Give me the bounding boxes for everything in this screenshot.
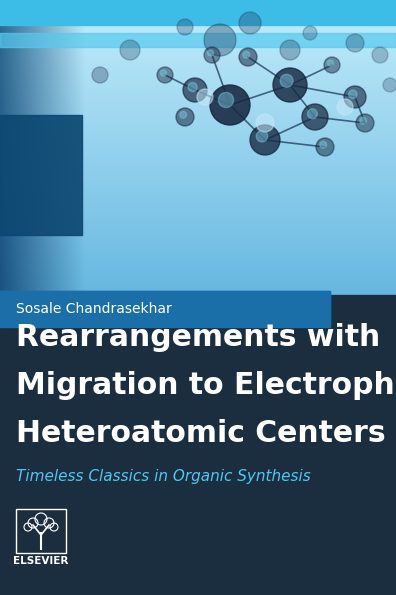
Circle shape <box>197 89 213 105</box>
Text: ELSEVIER: ELSEVIER <box>13 556 69 566</box>
Circle shape <box>316 138 334 156</box>
Circle shape <box>273 68 307 102</box>
Text: Sosale Chandrasekhar: Sosale Chandrasekhar <box>16 301 172 315</box>
Circle shape <box>348 90 357 98</box>
Circle shape <box>324 57 340 73</box>
Circle shape <box>360 117 367 124</box>
Circle shape <box>176 108 194 126</box>
Circle shape <box>320 142 327 148</box>
Circle shape <box>239 48 257 66</box>
Circle shape <box>157 67 173 83</box>
Bar <box>0 291 330 327</box>
Circle shape <box>180 111 187 118</box>
Circle shape <box>256 114 274 132</box>
Circle shape <box>337 99 353 115</box>
Circle shape <box>188 83 197 92</box>
Circle shape <box>120 40 140 60</box>
Text: Sosale Chandrasekhar: Sosale Chandrasekhar <box>16 302 172 316</box>
Circle shape <box>256 130 268 142</box>
Circle shape <box>346 34 364 52</box>
Circle shape <box>372 47 388 63</box>
Circle shape <box>210 85 250 125</box>
Circle shape <box>239 12 261 34</box>
Circle shape <box>302 104 328 130</box>
Circle shape <box>327 60 333 66</box>
Circle shape <box>344 86 366 108</box>
Circle shape <box>219 92 234 108</box>
Text: Heteroatomic Centers: Heteroatomic Centers <box>16 418 386 447</box>
Circle shape <box>280 40 300 60</box>
Bar <box>0 115 82 235</box>
Text: Timeless Classics in Organic Synthesis: Timeless Classics in Organic Synthesis <box>16 469 311 484</box>
Circle shape <box>204 24 236 56</box>
Circle shape <box>383 78 396 92</box>
Text: Migration to Electrophilic: Migration to Electrophilic <box>16 371 396 399</box>
Circle shape <box>208 50 213 56</box>
Circle shape <box>307 109 317 118</box>
Bar <box>16 509 66 553</box>
Circle shape <box>250 125 280 155</box>
Circle shape <box>183 78 207 102</box>
Circle shape <box>303 26 317 40</box>
Circle shape <box>160 70 166 76</box>
Bar <box>0 33 396 47</box>
Bar <box>0 0 396 25</box>
Text: Rearrangements with: Rearrangements with <box>16 322 380 352</box>
Bar <box>0 295 396 595</box>
Bar <box>0 291 330 325</box>
Circle shape <box>92 67 108 83</box>
Circle shape <box>177 19 193 35</box>
Circle shape <box>280 74 293 87</box>
Circle shape <box>356 114 374 132</box>
Circle shape <box>243 51 249 58</box>
Circle shape <box>204 47 220 63</box>
